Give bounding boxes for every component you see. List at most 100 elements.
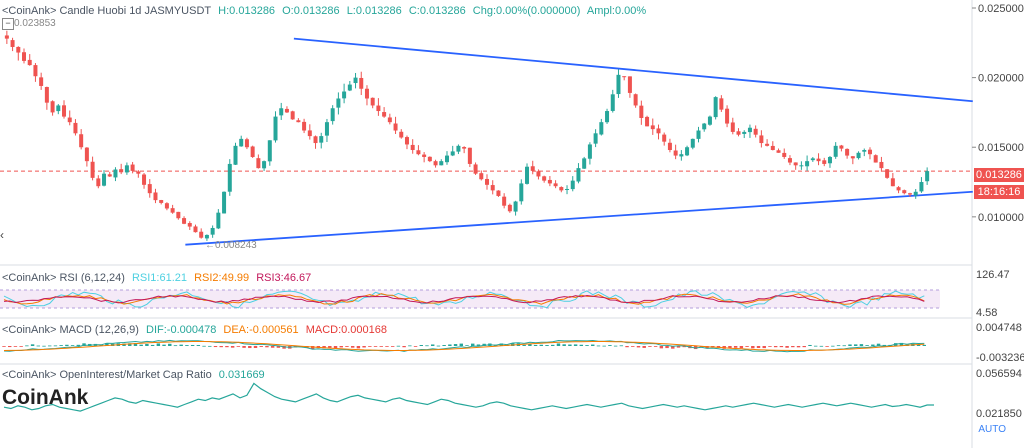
main-legend: <CoinAnk> Candle Huobi 1d JASMYUSDT H:0.… [2,5,650,17]
macd-histogram-bar [922,344,926,346]
candle-body [96,178,101,187]
trendline [293,37,973,103]
rsi3-label: RSI3:46.67 [256,272,312,284]
coinank-watermark: CoinAnk [2,386,89,409]
macd-histogram-bar [70,345,75,346]
candle-body [444,155,449,163]
macd-histogram-bar [648,346,652,347]
candle-body [62,105,67,117]
auto-scale-button[interactable]: AUTO [978,424,1006,435]
macd-histogram-bar [653,346,658,347]
main-legend-change: Chg:0.00%(0.000000) [472,5,581,17]
dea-line [3,341,925,351]
macd-pane [2,339,926,353]
candle-body [730,122,735,132]
macd-histogram-bar [476,344,481,346]
candle-body [164,203,169,209]
macd-histogram-bar [379,346,383,347]
candle-body [153,192,158,201]
candle-body [776,150,781,153]
rsi2-label: RSI2:49.99 [194,272,250,284]
candle-body [456,145,461,152]
candle-body [667,142,672,151]
macd-histogram-bar [253,346,258,348]
candle-body [473,164,478,174]
macd-histogram-bar [213,346,218,348]
collapse-icon[interactable]: − [2,18,14,30]
price-tick-label: 0.015000 [978,142,1024,154]
candle-body [799,165,804,167]
candle-body [336,98,341,108]
candle-body [233,145,238,165]
macd-histogram-bar [425,345,429,347]
countdown-tag: 18:16:16 [974,185,1024,199]
candle-body [387,117,392,123]
macd-histogram-bar [591,344,595,346]
candle-body [793,162,798,166]
rsi-tick-label: 4.58 [976,307,997,319]
macd-histogram-bar [482,343,486,346]
candle-body [364,88,369,99]
candle-body [913,191,918,196]
macd-histogram-bar [48,345,52,347]
macd-histogram-bar [671,346,675,349]
candle-body [159,200,164,203]
candle-body [216,212,221,229]
candle-body [313,136,318,144]
candle-body [656,128,661,134]
candle-body [256,158,261,169]
candle-body [810,158,815,161]
candle-body [239,138,244,147]
macd-tick-label: -0.003236 [976,352,1024,364]
candle-body [210,227,215,235]
candle-body [16,46,21,53]
macd-histogram-bar [676,346,681,348]
candle-body [227,163,232,192]
macd-histogram-bar [265,346,269,348]
candle-body [650,125,655,130]
macd-label: MACD:0.000168 [305,324,388,336]
candle-body [679,154,684,157]
macd-histogram-bar [682,346,686,348]
candle-body [593,133,598,144]
candle-body [690,138,695,148]
candle-body [50,101,55,113]
candle-body [250,146,255,157]
candle-body [770,145,775,151]
oi-legend: <CoinAnk> OpenInterest/Market Cap Ratio … [2,369,269,381]
macd-histogram-bar [471,343,475,346]
rsi3-line [3,294,925,304]
price-tick-label: 0.010000 [978,212,1024,224]
macd-histogram-bar [202,345,206,347]
macd-histogram-bar [8,346,12,348]
macd-histogram-bar [642,346,646,348]
macd-histogram-bar [796,346,801,348]
candle-body [262,161,267,169]
macd-histogram-bar [768,346,772,347]
macd-histogram-bar [42,345,46,347]
macd-histogram-bar [185,345,189,346]
macd-histogram-bar [785,346,789,348]
candle-body [27,59,32,66]
macd-histogram-bar [659,346,664,349]
macd-histogram-bar [813,345,818,347]
candle-body [845,148,850,156]
macd-histogram-bar [619,345,624,347]
macd-histogram-bar [791,346,795,348]
macd-histogram-bar [276,346,281,348]
macd-histogram-bar [596,345,601,347]
macd-histogram-bar [602,345,606,347]
macd-histogram-bar [362,346,366,348]
chevron-left-icon[interactable]: ‹ [0,228,4,242]
candle-body [553,183,558,187]
main-legend-amplitude: Ampl:0.00% [586,5,647,17]
candle-body [713,97,718,118]
candle-body [136,171,141,174]
candle-body [462,147,467,149]
candle-body [124,165,129,173]
oi-tick-label: 0.021850 [976,408,1022,420]
macd-histogram-bar [636,346,641,348]
macd-histogram-bar [208,345,212,347]
candle-body [816,158,821,162]
